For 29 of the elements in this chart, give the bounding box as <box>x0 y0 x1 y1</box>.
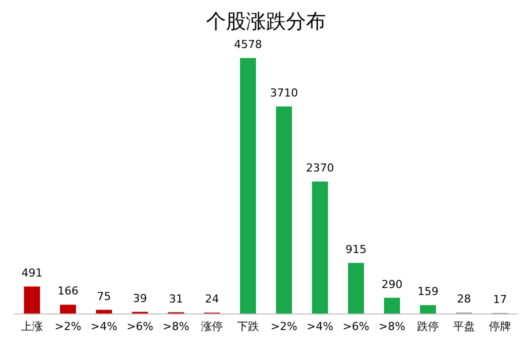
data-label: 166 <box>58 284 78 298</box>
chart-title: 个股涨跌分布 <box>205 8 327 35</box>
x-tick-label: >8% <box>162 320 190 333</box>
data-label: 159 <box>418 285 438 298</box>
x-tick-label: >6% <box>126 320 154 333</box>
data-label: 28 <box>457 292 471 306</box>
data-label: 39 <box>133 292 147 305</box>
data-label: 24 <box>205 292 219 306</box>
data-label: 2370 <box>306 161 334 174</box>
data-label: 491 <box>22 266 42 280</box>
data-label: 915 <box>346 242 366 256</box>
data-label: 4578 <box>234 38 262 51</box>
data-label: 75 <box>97 290 111 303</box>
x-tick-label: 停牌 <box>489 320 511 333</box>
x-tick-label: 跌停 <box>417 320 439 333</box>
x-tick-label: >4% <box>306 320 334 333</box>
x-tick-label: 上涨 <box>21 320 43 333</box>
x-tick-label: >8% <box>378 320 406 333</box>
data-label: 31 <box>169 292 183 306</box>
x-tick-label: >6% <box>342 320 370 333</box>
data-label: 290 <box>382 278 402 291</box>
x-tick-label: 下跌 <box>237 320 259 333</box>
data-label: 17 <box>493 293 507 306</box>
x-tick-label: >4% <box>90 320 118 333</box>
x-tick-label: >2% <box>54 320 82 333</box>
x-tick-label: 涨停 <box>201 320 223 333</box>
data-label: 3710 <box>270 86 298 100</box>
x-tick-label: >2% <box>270 320 298 333</box>
x-tick-label: 平盘 <box>453 320 475 333</box>
